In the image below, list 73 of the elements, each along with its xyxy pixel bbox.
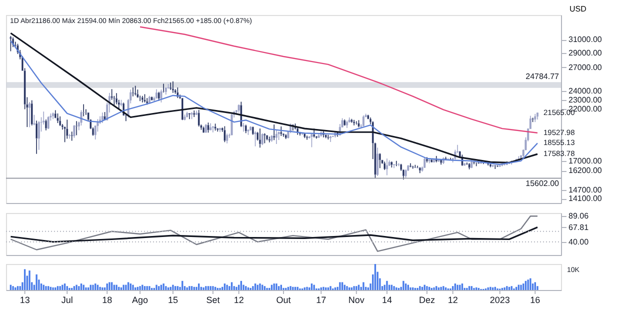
y-tick-label: 24000.00 [568,86,602,96]
candlestick [424,158,426,168]
y-tick-label: 40.00 [568,237,590,246]
x-tick-label: 17 [316,295,326,305]
x-tick-label: 16 [530,295,540,305]
x-tick-label: Set [206,295,220,305]
x-tick-label: Dez [418,295,436,305]
candlestick [386,158,388,176]
line-series [10,216,538,252]
line-series [10,226,538,243]
candlestick [59,116,62,126]
candlestick [172,80,174,94]
candlestick [212,126,214,133]
candlestick [258,128,261,148]
candlestick [56,113,59,124]
candlestick [66,119,68,140]
y-tick-label: 23000.00 [568,95,602,104]
candlestick [10,36,12,52]
x-tick-label: Jul [61,295,73,305]
candlestick [170,82,172,90]
candlestick [376,147,379,176]
x-tick-label: 18 [102,295,112,305]
candlestick [275,130,278,144]
x-tick-label: 12 [448,295,458,305]
x-tick-label: 2023 [490,295,510,305]
candlestick [30,100,33,126]
candlestick [254,130,256,147]
x-tick-label: 13 [20,295,30,305]
candlestick [280,126,282,136]
y-tick-label: 14100.00 [568,194,602,204]
x-tick-label: Nov [348,295,365,305]
y-axis-title: USD [570,4,587,14]
candlestick [28,102,31,128]
y-tick-label: 67.81 [568,222,590,232]
candlestick [160,89,162,103]
candlestick [273,124,276,141]
candlestick [226,133,228,144]
candlestick [188,112,190,120]
candlestick [198,109,200,127]
candlestick [158,91,160,102]
candlestick [101,112,104,124]
candlestick [116,92,118,105]
y-tick-label: 31000.00 [568,35,602,44]
candlestick [310,132,313,148]
candlestick [38,120,40,150]
candlestick [76,120,78,136]
candlestick [73,124,76,138]
candlestick [306,135,308,140]
candlestick [362,114,364,127]
candlestick [230,114,233,136]
y-tick-label: 16200.00 [568,166,602,176]
x-tick-label: Ago [132,295,148,305]
candlestick [395,160,398,167]
candlestick [261,132,264,146]
candlestick [207,122,210,134]
x-tick-label: Out [276,295,292,305]
candlestick [47,116,50,130]
candlestick [355,120,358,125]
candlestick [134,85,136,96]
y-tick-label: 27000.00 [568,62,602,72]
y-tick-label: 17000.00 [568,156,602,166]
y-tick-label: 89.06 [568,212,590,221]
x-tick-label: 12 [234,295,244,305]
candlestick [96,118,99,132]
x-tick-label: 15 [168,295,178,305]
band-label: 24784.77 [526,72,560,82]
ref-line-label: 15602.00 [526,179,560,188]
candlestick [224,126,226,143]
candlestick [393,164,396,169]
y-tick-label: 29000.00 [568,48,602,58]
y-tick-label: 14700.00 [568,186,602,195]
candlestick [264,132,266,144]
x-tick-label: 14 [382,295,392,305]
